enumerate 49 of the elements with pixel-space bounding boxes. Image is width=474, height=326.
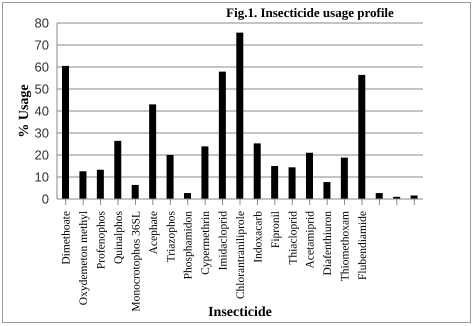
y-tick-label: 80 bbox=[34, 16, 49, 31]
x-tick-label: Oxydemeton methyl bbox=[78, 211, 90, 306]
bar bbox=[184, 193, 191, 199]
bar bbox=[62, 66, 69, 199]
bar bbox=[201, 146, 208, 199]
y-tick-label: 50 bbox=[34, 82, 49, 97]
x-tick-label: Dimethoate bbox=[60, 211, 73, 265]
x-axis-title: Insecticide bbox=[208, 305, 272, 320]
x-tick-label: Triazophos bbox=[165, 210, 178, 262]
y-tick-label: 60 bbox=[34, 60, 49, 75]
x-tick-label: Profenophos bbox=[96, 210, 108, 270]
x-tick-label: Thiacloprid bbox=[287, 210, 300, 265]
y-tick-label: 30 bbox=[34, 126, 49, 141]
bar bbox=[149, 104, 156, 199]
bar bbox=[114, 140, 122, 199]
bar bbox=[323, 182, 330, 199]
y-tick-label: 0 bbox=[42, 192, 49, 207]
x-tick-label: Acephate bbox=[148, 211, 160, 254]
x-tick-label: Flubendiamide bbox=[357, 211, 369, 280]
x-tick-label: Indoxacarb bbox=[252, 210, 264, 263]
bar bbox=[340, 158, 348, 199]
chart-title: Fig.1. Insecticide usage profile bbox=[225, 5, 395, 21]
x-tick-label: Cypermethrin bbox=[200, 210, 212, 275]
y-tick-label: 10 bbox=[34, 170, 49, 185]
x-tick-label: Acetamiprid bbox=[304, 210, 317, 268]
x-tick-label: Diafenthiuron bbox=[322, 210, 334, 276]
bar bbox=[166, 155, 174, 199]
bar bbox=[376, 193, 383, 199]
bar bbox=[306, 152, 313, 199]
bar bbox=[96, 170, 104, 199]
bar bbox=[236, 32, 244, 199]
bar bbox=[79, 171, 86, 199]
x-tick-label: Imidacloprid bbox=[218, 210, 230, 270]
bar bbox=[132, 184, 139, 199]
bar bbox=[254, 143, 261, 199]
bar bbox=[271, 166, 278, 199]
y-tick-label: 40 bbox=[34, 104, 49, 119]
bar bbox=[358, 74, 366, 199]
x-tick-label: Chlorantraniliprole bbox=[235, 211, 247, 300]
x-tick-label: Monocrotophos 36SL bbox=[130, 211, 142, 312]
bar bbox=[218, 72, 226, 199]
x-tick-label: Thiomethoxam bbox=[340, 210, 352, 282]
x-tick-label: Fipronil bbox=[270, 211, 282, 248]
y-axis-title: % Usage bbox=[17, 84, 33, 138]
x-tick-label: Phosphamidon bbox=[182, 210, 195, 280]
x-tick-label: Quinalphos bbox=[113, 210, 125, 264]
bar bbox=[288, 167, 296, 199]
y-tick-label: 20 bbox=[34, 148, 49, 163]
y-tick-label: 70 bbox=[34, 38, 49, 53]
